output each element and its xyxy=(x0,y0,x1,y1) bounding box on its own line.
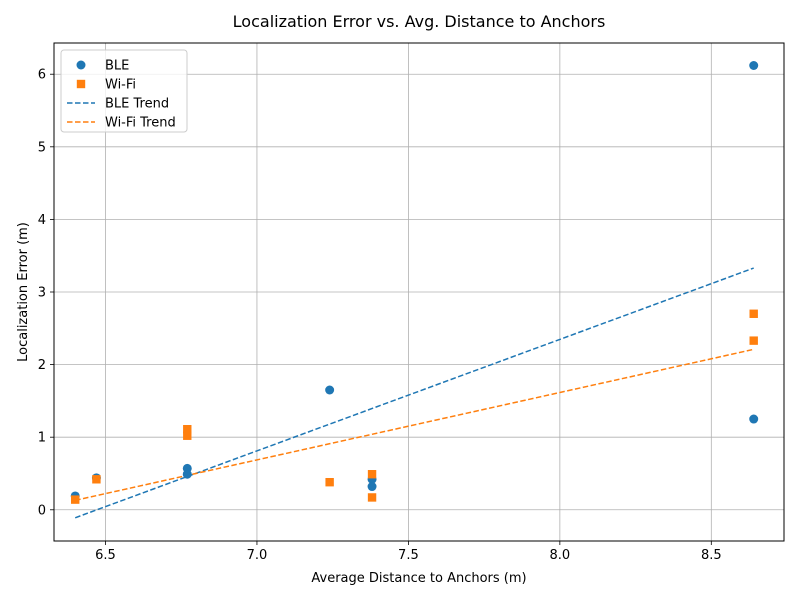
wifi-point xyxy=(367,493,377,502)
wifi-point xyxy=(367,470,377,479)
legend-label: Wi-Fi Trend xyxy=(105,116,176,131)
ble-point xyxy=(749,414,759,424)
chart-title: Localization Error vs. Avg. Distance to … xyxy=(233,12,606,31)
x-axis-label: Average Distance to Anchors (m) xyxy=(311,571,526,586)
legend-label: BLE Trend xyxy=(105,97,169,112)
y-tick-label: 4 xyxy=(38,213,46,228)
x-tick-label: 8.5 xyxy=(701,548,722,563)
wifi-point xyxy=(325,477,334,487)
y-tick-label: 2 xyxy=(38,358,46,373)
y-tick-label: 6 xyxy=(38,68,46,83)
legend-box xyxy=(60,49,188,133)
y-tick-label: 3 xyxy=(38,286,46,301)
legend-label: Wi-Fi xyxy=(105,78,136,93)
data-points xyxy=(70,61,759,504)
legend: BLE Wi-Fi BLE Trend Wi-Fi Trend xyxy=(60,49,188,133)
wifi-point xyxy=(749,336,758,345)
legend-label: BLE xyxy=(105,59,129,74)
axis-ticks: 6.5 7.0 7.5 8.0 8.5 0 1 2 3 4 5 6 xyxy=(38,68,722,563)
wifi-point xyxy=(183,431,192,440)
ble-point xyxy=(367,482,377,492)
grid xyxy=(54,43,784,541)
y-axis-label: Localization Error (m) xyxy=(16,222,31,362)
legend-marker-wifi xyxy=(76,79,86,89)
ble-point xyxy=(325,385,335,395)
y-tick-label: 1 xyxy=(38,431,46,446)
y-tick-label: 5 xyxy=(38,140,46,155)
ble-point xyxy=(749,61,759,71)
x-tick-label: 8.0 xyxy=(550,548,571,563)
wifi-point xyxy=(749,309,758,318)
x-tick-label: 7.0 xyxy=(247,548,268,563)
x-tick-label: 7.5 xyxy=(398,548,419,563)
wifi-point xyxy=(92,475,101,484)
wifi-point xyxy=(183,425,192,434)
x-tick-label: 6.5 xyxy=(95,548,116,563)
wifi-point xyxy=(71,495,80,504)
y-tick-label: 0 xyxy=(38,503,46,518)
ble-point xyxy=(182,469,192,479)
legend-marker-ble xyxy=(76,60,86,70)
